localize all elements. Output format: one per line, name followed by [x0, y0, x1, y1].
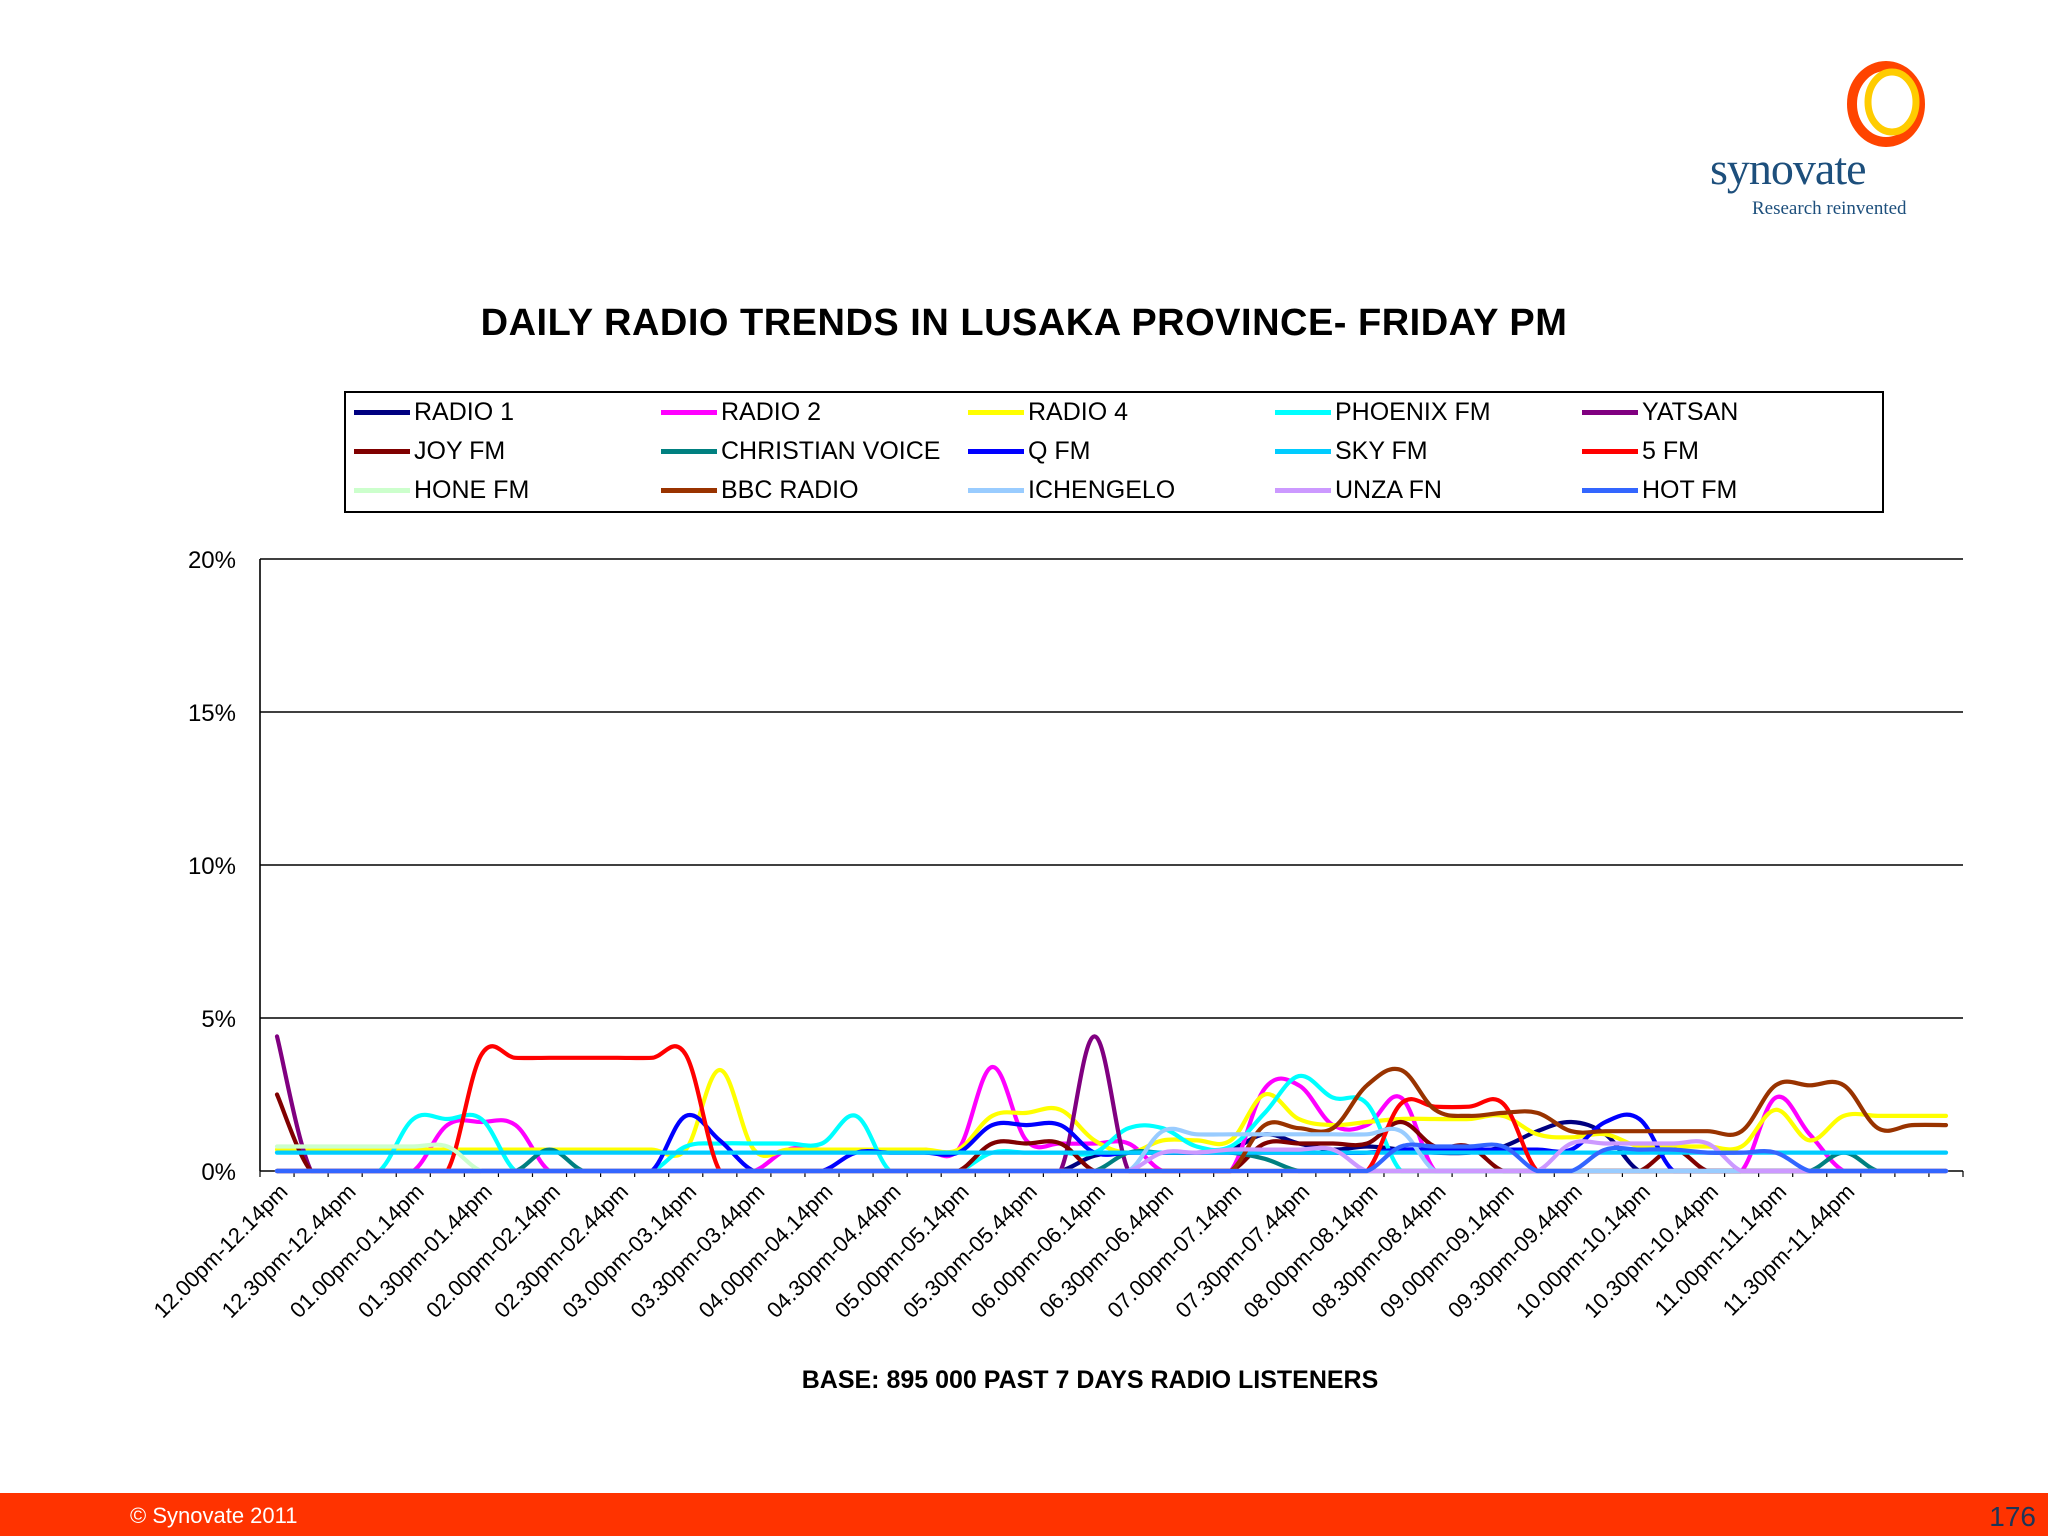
legend-swatch [1582, 448, 1638, 454]
legend-label: HONE FM [414, 475, 530, 504]
x-tick-label: 11.30pm-11.44pm [1718, 1179, 1860, 1321]
legend-swatch [354, 448, 410, 454]
legend-item: RADIO 4 [968, 392, 1128, 432]
legend-item: Q FM [968, 431, 1091, 471]
legend-swatch [354, 487, 410, 493]
legend-item: 5 FM [1582, 431, 1699, 471]
legend-label: SKY FM [1335, 436, 1428, 465]
legend-item: PHOENIX FM [1275, 392, 1491, 432]
chart-title: DAILY RADIO TRENDS IN LUSAKA PROVINCE- F… [480, 302, 1568, 344]
legend-label: JOY FM [414, 436, 506, 465]
legend-swatch [1275, 448, 1331, 454]
legend-item: ICHENGELO [968, 470, 1175, 510]
legend-swatch [661, 448, 717, 454]
legend-swatch [1582, 409, 1638, 415]
legend-label: ICHENGELO [1028, 475, 1176, 504]
page-number: 176 [1989, 1501, 2036, 1532]
legend-item: HONE FM [354, 470, 529, 510]
legend-label: UNZA FN [1335, 475, 1442, 504]
legend-item: UNZA FN [1275, 470, 1442, 510]
series-line-hot-fm [274, 1142, 1949, 1174]
legend-swatch [968, 409, 1024, 415]
synovate-wordmark: synovate [1710, 143, 1867, 194]
legend-swatch [354, 409, 410, 415]
legend-item: CHRISTIAN VOICE [661, 431, 940, 471]
synovate-tagline: Research reinvented [1752, 198, 1907, 219]
legend-label: YATSAN [1642, 397, 1739, 426]
x-axis-label: BASE: 895 000 PAST 7 DAYS RADIO LISTENER… [802, 1366, 1379, 1394]
legend-label: 5 FM [1642, 436, 1699, 465]
legend-item: HOT FM [1582, 470, 1737, 510]
y-tick-label: 15% [188, 700, 236, 727]
legend-label: RADIO 1 [414, 397, 515, 426]
chart-legend: RADIO 1 RADIO 2 RADIO 4 PHOENIX FM YATSAN JOY… [344, 391, 1884, 513]
legend-swatch [968, 448, 1024, 454]
synovate-logo: synovate Research reinvented [1700, 60, 1940, 230]
legend-swatch [968, 487, 1024, 493]
legend-swatch [661, 487, 717, 493]
copyright-text: © Synovate 2011 [130, 1503, 298, 1528]
legend-item: JOY FM [354, 431, 505, 471]
footer-bar: © Synovate 2011 176 [0, 1493, 2048, 1536]
legend-item: RADIO 1 [354, 392, 514, 432]
legend-item: BBC RADIO [661, 470, 859, 510]
legend-item: SKY FM [1275, 431, 1428, 471]
legend-swatch [661, 409, 717, 415]
y-tick-label: 20% [188, 547, 236, 574]
legend-label: HOT FM [1642, 475, 1738, 504]
legend-label: BBC RADIO [721, 475, 859, 504]
y-tick-label: 5% [201, 1006, 236, 1033]
legend-swatch [1275, 487, 1331, 493]
legend-label: Q FM [1028, 436, 1091, 465]
legend-item: YATSAN [1582, 392, 1738, 432]
legend-swatch [1582, 487, 1638, 493]
legend-swatch [1275, 409, 1331, 415]
y-tick-label: 0% [201, 1159, 236, 1186]
legend-label: PHOENIX FM [1335, 397, 1491, 426]
legend-label: RADIO 4 [1028, 397, 1129, 426]
synovate-ring-icon [1847, 61, 1925, 147]
legend-item: RADIO 2 [661, 392, 821, 432]
series-group [274, 1034, 1949, 1174]
legend-label: CHRISTIAN VOICE [721, 436, 941, 465]
legend-label: RADIO 2 [721, 397, 822, 426]
y-tick-label: 10% [188, 853, 236, 880]
